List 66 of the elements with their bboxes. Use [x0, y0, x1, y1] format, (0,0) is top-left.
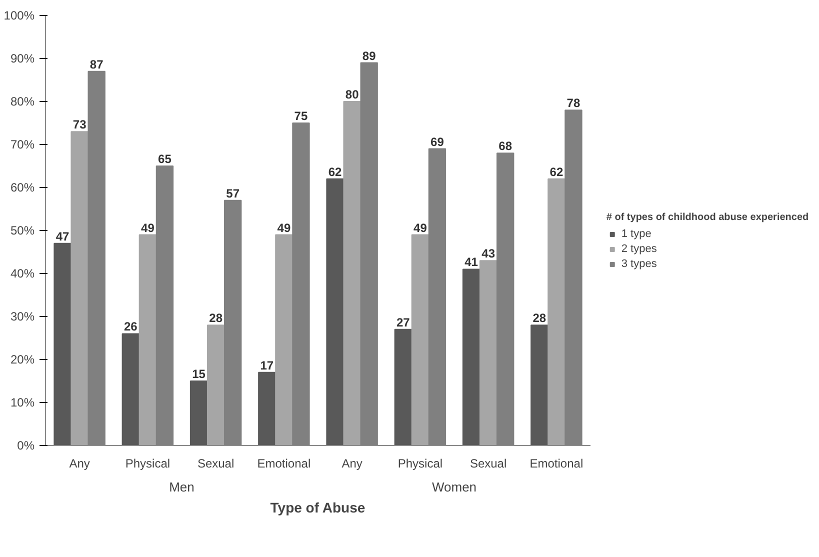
bar — [326, 178, 344, 446]
data-label: 41 — [464, 255, 478, 270]
y-tick-label: 90% — [10, 52, 35, 66]
x-tick-label: Physical — [398, 456, 443, 470]
data-label: 78 — [566, 96, 580, 110]
data-label: 62 — [550, 164, 564, 179]
y-tick-label: 70% — [10, 138, 35, 152]
x-axis-title: Type of Abuse — [270, 500, 366, 516]
x-tick-label: Sexual — [197, 456, 234, 470]
data-label: 73 — [72, 118, 87, 132]
data-label: 49 — [141, 220, 155, 235]
x-tick-label: Emotional — [530, 456, 584, 470]
bar — [190, 380, 208, 446]
bar — [54, 242, 72, 446]
text: Men — [169, 480, 194, 494]
x-tick-label: Emotional — [257, 456, 311, 470]
y-tick-label: 0% — [17, 438, 35, 452]
data-label: 49 — [277, 220, 291, 235]
bar — [462, 268, 480, 446]
data-label: 28 — [532, 311, 546, 326]
bar — [343, 101, 361, 446]
data-label: 69 — [430, 134, 444, 149]
y-tick-label: 80% — [10, 94, 35, 108]
y-tick-label: 40% — [10, 266, 35, 280]
y-tick-label: 50% — [10, 224, 35, 238]
y-tick-label: 10% — [10, 396, 35, 410]
legend-label: 2 types — [621, 243, 657, 255]
data-label: 43 — [482, 246, 496, 261]
y-tick-label: 100% — [4, 8, 35, 22]
bar — [258, 372, 276, 446]
data-label: 68 — [498, 139, 512, 154]
bar — [411, 234, 430, 446]
x-tick-label: Physical — [125, 456, 170, 470]
x-tick-label: Any — [342, 456, 362, 470]
data-label: 15 — [192, 367, 206, 381]
bar — [70, 131, 88, 446]
y-tick-label: 20% — [10, 352, 35, 366]
bar — [206, 324, 225, 446]
data-label: 65 — [158, 152, 172, 166]
bar — [530, 324, 548, 446]
x-tick-label: Sexual — [470, 456, 507, 470]
legend-title: # of types of childhood abuse experienced — [606, 212, 809, 223]
bar — [548, 178, 566, 446]
bar — [122, 333, 140, 446]
data-label: 62 — [328, 164, 342, 179]
data-label: 89 — [362, 48, 376, 63]
data-label: 49 — [414, 220, 428, 235]
legend-label: 1 type — [621, 228, 652, 240]
y-tick-label: 60% — [10, 180, 35, 194]
bar — [275, 234, 293, 446]
data-label: 75 — [294, 109, 308, 123]
data-label: 87 — [90, 57, 104, 72]
legend-label: 3 types — [621, 258, 657, 270]
data-label: 17 — [260, 358, 274, 372]
data-label: 80 — [345, 88, 360, 102]
bar — [394, 328, 412, 446]
data-label: 47 — [56, 229, 70, 244]
bar — [138, 234, 157, 446]
y-tick-label: 30% — [10, 310, 35, 324]
bar — [479, 260, 498, 446]
data-label: 57 — [226, 186, 240, 200]
text: Women — [432, 480, 477, 494]
data-label: 26 — [124, 320, 138, 334]
x-tick-label: Any — [69, 456, 90, 470]
data-label: 27 — [396, 315, 410, 330]
data-label: 28 — [209, 311, 223, 326]
